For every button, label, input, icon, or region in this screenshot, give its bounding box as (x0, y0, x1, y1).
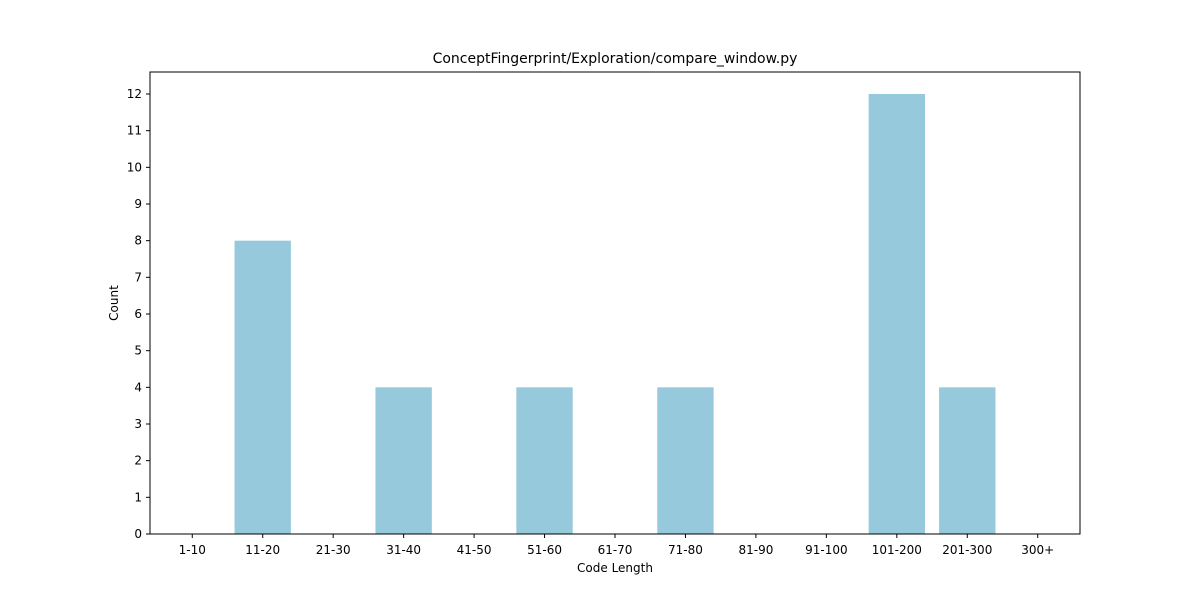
x-tick-label: 21-30 (316, 543, 351, 557)
plot-area-frame (149, 71, 1081, 535)
x-tick-label: 101-200 (872, 543, 922, 557)
bar-11-20 (234, 240, 291, 535)
bars (234, 94, 996, 535)
x-tick-label: 1-10 (179, 543, 206, 557)
x-tick-label: 201-300 (942, 543, 992, 557)
x-tick-label: 61-70 (598, 543, 633, 557)
y-tick-label: 5 (134, 344, 142, 358)
y-tick-label: 1 (134, 490, 142, 504)
x-tick-label: 300+ (1021, 543, 1054, 557)
x-tick-label: 31-40 (386, 543, 421, 557)
y-tick-label: 11 (127, 124, 142, 138)
x-tick-label: 51-60 (527, 543, 562, 557)
y-tick-label: 3 (134, 417, 142, 431)
y-tick-label: 8 (134, 234, 142, 248)
y-tick-label: 10 (127, 160, 142, 174)
bar-71-80 (657, 387, 714, 534)
x-axis-ticks: 1-10 11-20 21-30 31-40 41-50 51-60 61-70 71-80 8… (179, 534, 1054, 557)
bar-101-200 (868, 94, 925, 534)
y-tick-label: 12 (127, 87, 142, 101)
y-tick-label: 6 (134, 307, 142, 321)
y-tick-label: 2 (134, 454, 142, 468)
bar-31-40 (375, 387, 432, 534)
x-axis-label: Code Length (577, 561, 653, 575)
y-axis-label: Count (107, 285, 121, 321)
y-tick-label: 9 (134, 197, 142, 211)
x-tick-label: 41-50 (457, 543, 492, 557)
y-tick-label: 0 (134, 527, 142, 541)
x-tick-label: 91-100 (805, 543, 848, 557)
x-tick-label: 11-20 (245, 543, 280, 557)
bar-51-60 (516, 387, 573, 534)
x-tick-label: 71-80 (668, 543, 703, 557)
chart-title: ConceptFingerprint/Exploration/compare_w… (433, 51, 798, 67)
x-tick-label: 81-90 (738, 543, 773, 557)
y-tick-label: 4 (134, 380, 142, 394)
bar-201-300 (939, 387, 996, 534)
y-tick-label: 7 (134, 270, 142, 284)
